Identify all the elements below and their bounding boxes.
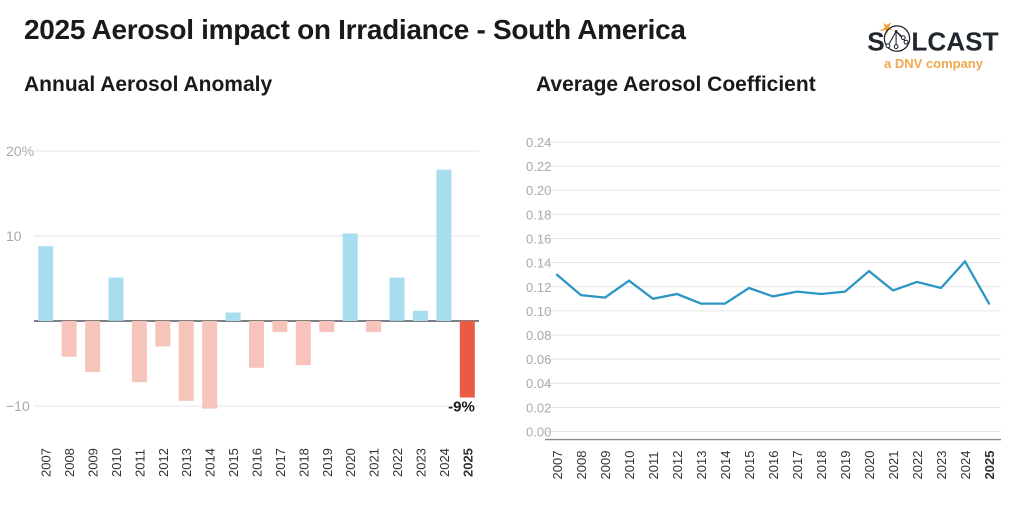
svg-text:2015: 2015 [742, 451, 757, 480]
svg-text:2011: 2011 [132, 449, 147, 477]
svg-text:2023: 2023 [934, 451, 949, 480]
svg-text:2022: 2022 [390, 448, 405, 477]
svg-text:2008: 2008 [62, 448, 77, 477]
svg-text:2010: 2010 [109, 448, 124, 477]
svg-text:2021: 2021 [886, 451, 901, 480]
svg-text:2009: 2009 [86, 448, 101, 477]
svg-text:2023: 2023 [413, 448, 428, 477]
svg-text:2012: 2012 [156, 448, 171, 477]
svg-text:2022: 2022 [910, 451, 925, 480]
svg-text:2011: 2011 [646, 452, 661, 480]
svg-text:2017: 2017 [790, 451, 805, 480]
svg-text:2019: 2019 [838, 451, 853, 480]
svg-text:0.04: 0.04 [526, 376, 551, 391]
svg-text:0.18: 0.18 [526, 207, 551, 222]
svg-text:2007: 2007 [550, 451, 565, 480]
svg-text:0.20: 0.20 [526, 183, 551, 198]
svg-text:0.02: 0.02 [526, 400, 551, 415]
svg-text:2014: 2014 [718, 451, 733, 480]
svg-text:0.24: 0.24 [526, 135, 551, 150]
svg-text:2013: 2013 [179, 448, 194, 477]
svg-text:0.14: 0.14 [526, 256, 551, 271]
svg-text:-9%: -9% [448, 399, 475, 416]
svg-text:2012: 2012 [670, 451, 685, 480]
svg-text:2016: 2016 [766, 451, 781, 480]
svg-text:2017: 2017 [273, 448, 288, 477]
svg-text:0.16: 0.16 [526, 232, 551, 247]
svg-text:2018: 2018 [814, 451, 829, 480]
svg-text:2007: 2007 [39, 448, 54, 477]
svg-text:−10: −10 [6, 398, 30, 414]
svg-text:2024: 2024 [958, 451, 973, 480]
svg-text:0.10: 0.10 [526, 304, 551, 319]
svg-text:10: 10 [6, 228, 22, 244]
svg-text:2020: 2020 [862, 451, 877, 480]
svg-text:0.08: 0.08 [526, 328, 551, 343]
svg-text:2014: 2014 [203, 448, 218, 477]
svg-text:2018: 2018 [296, 448, 311, 477]
svg-text:2015: 2015 [226, 448, 241, 477]
svg-text:2009: 2009 [598, 451, 613, 480]
svg-text:2025: 2025 [460, 448, 475, 477]
svg-text:20%: 20% [6, 143, 34, 159]
svg-text:2020: 2020 [343, 448, 358, 477]
svg-text:0.12: 0.12 [526, 280, 551, 295]
svg-text:0.00: 0.00 [526, 425, 551, 440]
svg-text:2010: 2010 [622, 451, 637, 480]
svg-text:2016: 2016 [250, 448, 265, 477]
svg-text:2025: 2025 [982, 451, 997, 480]
svg-text:2019: 2019 [320, 448, 335, 477]
svg-text:2008: 2008 [574, 451, 589, 480]
svg-text:2024: 2024 [437, 448, 452, 477]
svg-text:2013: 2013 [694, 451, 709, 480]
svg-text:2021: 2021 [367, 448, 382, 477]
svg-text:0.22: 0.22 [526, 159, 551, 174]
svg-text:0.06: 0.06 [526, 352, 551, 367]
